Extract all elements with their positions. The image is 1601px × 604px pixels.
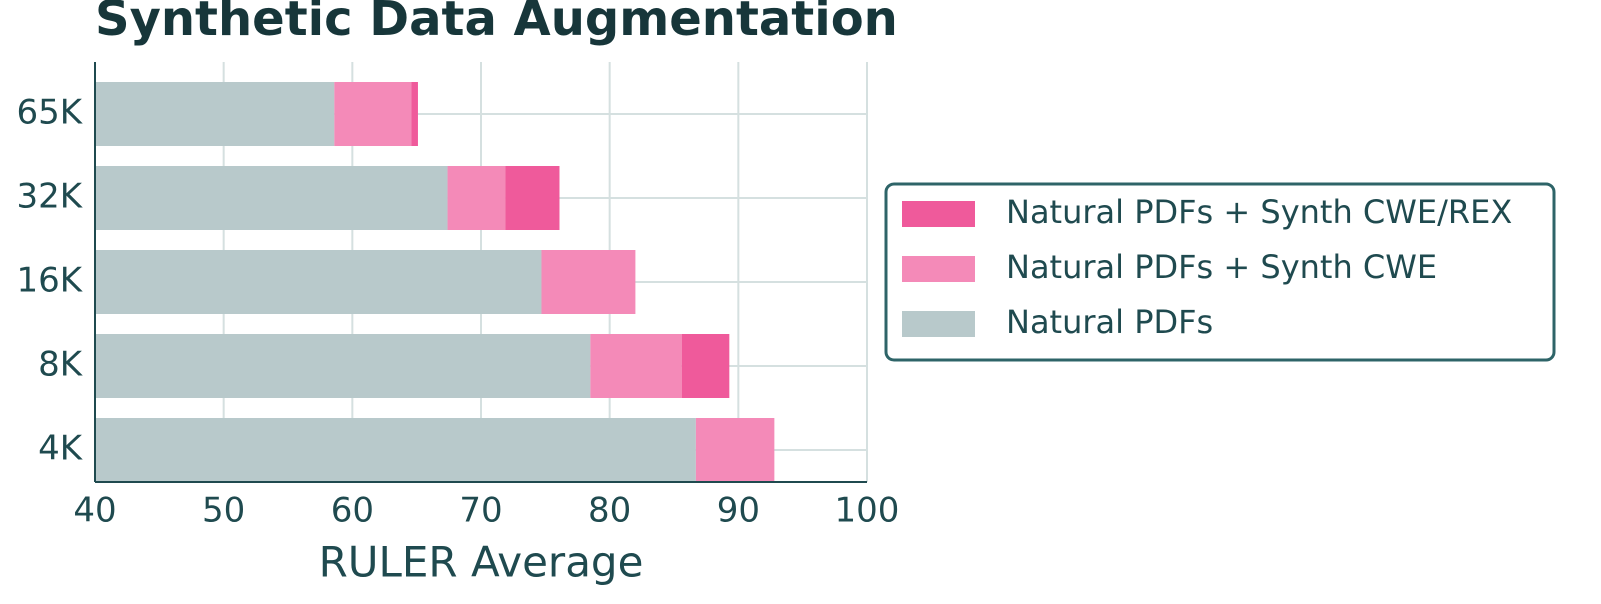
bar-segment	[95, 334, 591, 398]
bar-segment	[681, 334, 730, 398]
bar-segment	[447, 166, 506, 230]
y-tick-label: 65K	[16, 93, 83, 133]
y-tick-label: 16K	[16, 261, 83, 301]
bar-segment	[695, 418, 775, 482]
x-axis-label: RULER Average	[319, 538, 644, 587]
y-tick-label: 8K	[38, 345, 84, 385]
y-tick-label: 4K	[38, 429, 84, 469]
legend-swatch	[902, 256, 975, 282]
x-tick-label: 90	[717, 491, 760, 531]
legend-label: Natural PDFs + Synth CWE/REX	[1006, 193, 1512, 231]
y-tick-label: 32K	[16, 177, 83, 217]
x-tick-label: 40	[73, 491, 116, 531]
legend-swatch	[902, 201, 975, 227]
legend-label: Natural PDFs + Synth CWE	[1006, 248, 1437, 286]
x-tick-label: 100	[835, 491, 900, 531]
legend-swatch	[902, 311, 975, 337]
bar-segment	[95, 250, 542, 314]
bar-segment	[541, 250, 636, 314]
chart-title: Synthetic Data Augmentation	[95, 0, 898, 47]
legend-label: Natural PDFs	[1006, 303, 1213, 341]
legend-box	[884, 182, 1556, 362]
x-tick-label: 60	[331, 491, 374, 531]
x-tick-label: 80	[588, 491, 631, 531]
bar-segment	[505, 166, 560, 230]
bar-segment	[411, 82, 418, 146]
bar-segment	[95, 166, 448, 230]
bar-segment	[95, 82, 335, 146]
bar-segment	[590, 334, 682, 398]
bar-segment	[95, 418, 696, 482]
x-tick-label: 70	[459, 491, 502, 531]
bar-segment	[334, 82, 412, 146]
x-tick-label: 50	[202, 491, 245, 531]
